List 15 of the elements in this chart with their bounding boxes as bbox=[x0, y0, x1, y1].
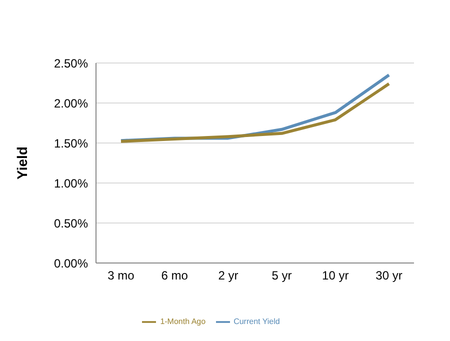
legend-label: 1-Month Ago bbox=[160, 317, 206, 326]
y-axis-title: Yield bbox=[14, 146, 30, 180]
y-tick-label: 1.50% bbox=[54, 136, 88, 150]
x-tick-label: 3 mo bbox=[108, 268, 135, 283]
y-tick-label: 0.00% bbox=[54, 256, 88, 270]
x-tick-label: 10 yr bbox=[322, 268, 349, 283]
legend-label: Current Yield bbox=[234, 317, 280, 326]
x-tick-label: 6 mo bbox=[161, 268, 188, 283]
y-tick-label: 2.50% bbox=[54, 56, 88, 70]
y-tick-label: 1.00% bbox=[54, 176, 88, 190]
y-tick-label: 0.50% bbox=[54, 216, 88, 230]
x-tick-label: 5 yr bbox=[272, 268, 292, 283]
x-tick-label: 2 yr bbox=[218, 268, 238, 283]
y-tick-label: 2.00% bbox=[54, 96, 88, 110]
x-tick-label: 30 yr bbox=[376, 268, 402, 283]
